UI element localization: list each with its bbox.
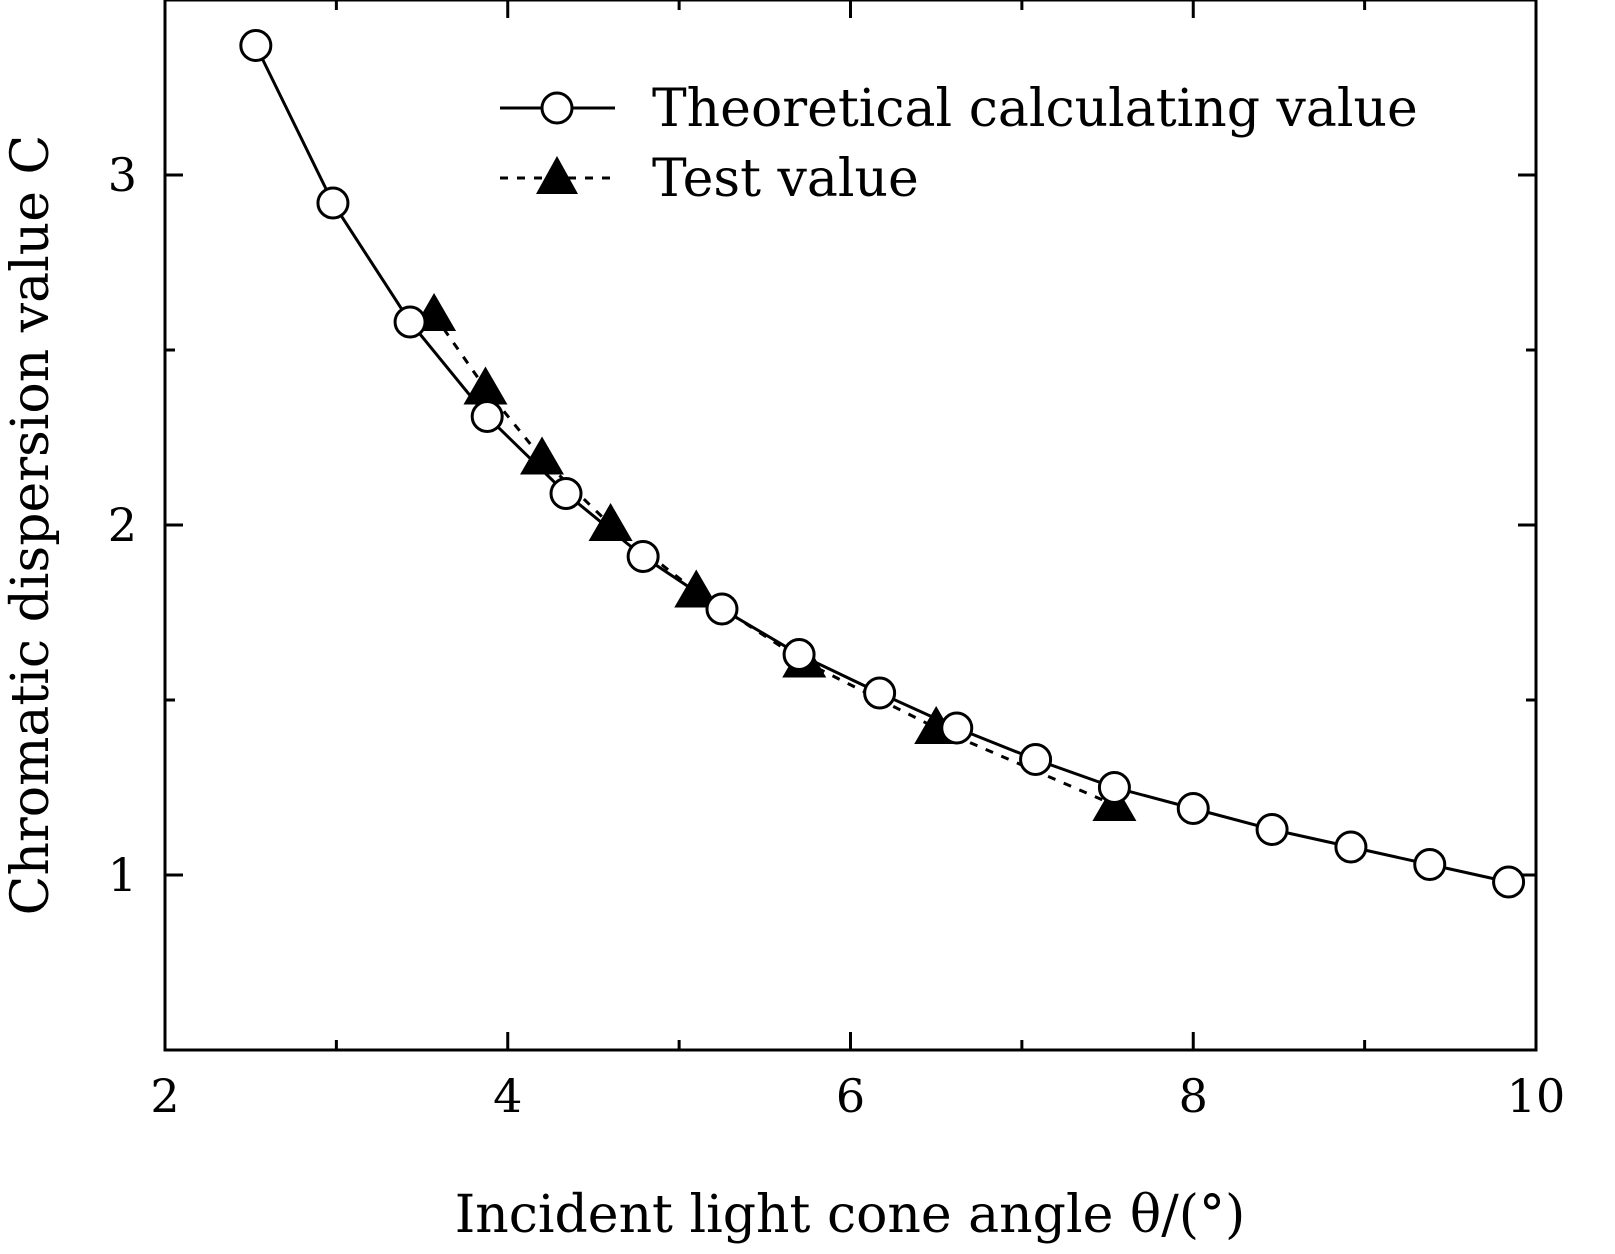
test-series-line (432, 314, 1116, 807)
legend-label-test: Test value (652, 149, 919, 209)
y-axis-label: Chromatic dispersion value C (1, 135, 61, 916)
test-point (520, 436, 565, 475)
x-tick-label: 8 (1179, 1069, 1208, 1123)
axis-ticks (163, 0, 1538, 1050)
theoretical-point (1019, 743, 1053, 776)
x-tick-label: 4 (493, 1069, 522, 1123)
theoretical-point (316, 186, 350, 220)
legend-marker-test (536, 156, 578, 194)
theoretical-point (863, 676, 897, 710)
theoretical-point (1097, 771, 1131, 804)
test-point (463, 366, 508, 405)
y-tick-label: 1 (108, 848, 137, 902)
x-tick-label: 6 (836, 1069, 865, 1123)
test-point (588, 503, 633, 541)
theoretical-point (1255, 813, 1289, 846)
theoretical-point (705, 592, 739, 626)
theoretical-point (239, 29, 273, 62)
x-tick-label: 2 (150, 1069, 179, 1123)
theoretical-point (393, 305, 427, 339)
y-tick-label: 3 (108, 148, 137, 202)
legend-marker-theoretical (540, 91, 574, 125)
legend: Theoretical calculating value Test value (500, 79, 1418, 209)
x-tick-label: 10 (1507, 1069, 1566, 1123)
legend-label-theoretical: Theoretical calculating value (652, 79, 1418, 139)
series-markers (239, 29, 1526, 899)
theoretical-point (1334, 830, 1368, 864)
theoretical-point (1176, 792, 1210, 825)
theoretical-point (626, 540, 660, 573)
theoretical-point (470, 400, 504, 433)
theoretical-point (782, 638, 816, 671)
theoretical-point (1492, 865, 1526, 899)
x-axis-label: Incident light cone angle θ/(°) (455, 1185, 1246, 1245)
y-tick-label: 2 (108, 498, 137, 552)
theoretical-point (1413, 848, 1447, 881)
theoretical-point (549, 477, 583, 510)
test-point (674, 569, 719, 608)
theoretical-point (940, 711, 974, 745)
